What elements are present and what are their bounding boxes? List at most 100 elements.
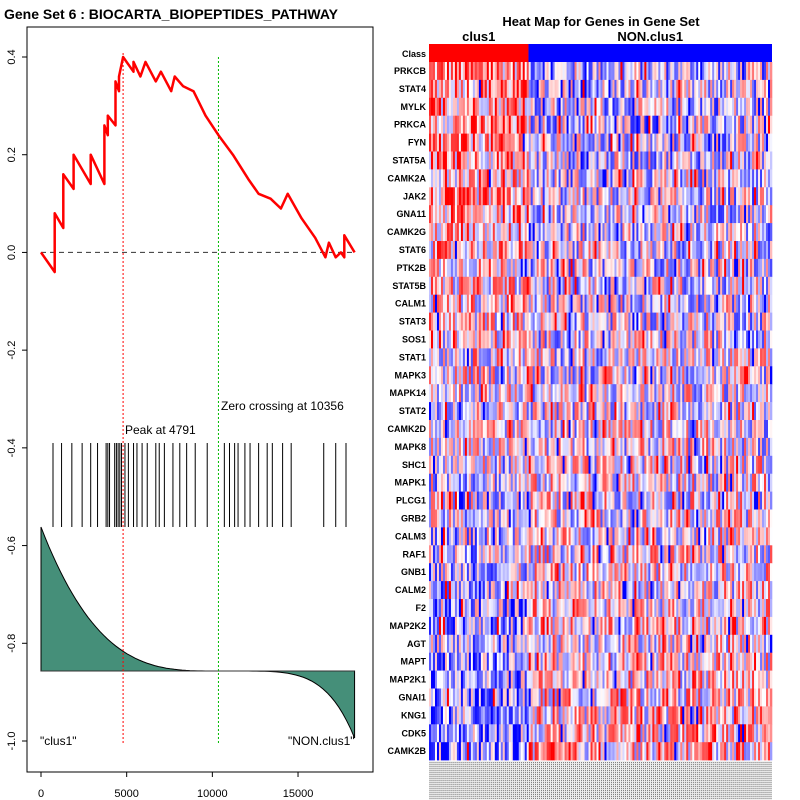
heatmap-cell [722, 330, 725, 349]
heatmap-cell [500, 276, 504, 295]
heatmap-cell [476, 62, 480, 81]
heatmap-cell [744, 312, 747, 331]
heatmap-cell [540, 276, 543, 295]
heatmap-cell [436, 509, 440, 528]
heatmap-cell [458, 62, 462, 81]
x-tick-label: 15000 [283, 788, 314, 800]
heatmap-cell [754, 205, 757, 224]
heatmap-cell [572, 420, 575, 439]
heatmap-cell [528, 169, 531, 188]
heatmap-cell [744, 509, 747, 528]
heatmap-cell [562, 241, 565, 260]
heatmap-cell [468, 294, 472, 313]
heatmap-cell [588, 312, 591, 331]
heatmap-cell [429, 169, 432, 188]
heatmap-cell [614, 366, 617, 385]
heatmap-cell [640, 205, 643, 224]
heatmap-cell [688, 545, 691, 564]
heatmap-cell [614, 62, 617, 81]
heatmap-cell [600, 366, 603, 385]
heatmap-cell [486, 276, 490, 295]
heatmap-cell [658, 97, 661, 116]
heatmap-cell [714, 455, 717, 474]
heatmap-cell [542, 527, 545, 546]
heatmap-cell [668, 545, 671, 564]
heatmap-cell [506, 241, 510, 260]
heatmap-cell [702, 294, 705, 313]
heatmap-cell [458, 545, 462, 564]
heatmap-cell [662, 169, 665, 188]
heatmap-cell [542, 151, 545, 170]
heatmap-cell [672, 491, 675, 510]
heatmap-cell [654, 79, 657, 99]
heatmap-cell [552, 455, 555, 474]
heatmap-cell [606, 330, 609, 349]
heatmap-cell [534, 420, 537, 439]
heatmap-cell [712, 473, 715, 492]
heatmap-cell [478, 384, 482, 403]
heatmap-cell [498, 509, 502, 528]
heatmap-cell [478, 366, 482, 385]
heatmap-cell [494, 187, 498, 206]
heatmap-cell [714, 62, 717, 81]
heatmap-cell [538, 545, 541, 564]
heatmap-cell [458, 455, 462, 474]
heatmap-cell [690, 527, 693, 546]
heatmap-cell [644, 133, 647, 152]
heatmap-cell [468, 205, 472, 224]
heatmap-cell [702, 276, 705, 295]
heatmap-cell [766, 312, 769, 331]
heatmap-cell [678, 348, 681, 367]
heatmap-cell [584, 545, 587, 564]
heatmap-cell [482, 187, 486, 206]
heatmap-cell [580, 473, 583, 492]
heatmap-cell [634, 223, 637, 242]
heatmap-cell [568, 366, 571, 385]
heatmap-cell [636, 223, 639, 242]
heatmap-cell [678, 151, 681, 170]
heatmap-cell [610, 330, 613, 349]
heatmap-cell [592, 294, 595, 313]
heatmap-cell [578, 348, 581, 367]
heatmap-cell [758, 455, 761, 474]
heatmap-cell [644, 455, 647, 474]
heatmap-cell [634, 402, 637, 421]
heatmap-cell [638, 115, 641, 134]
heatmap-cell [448, 79, 452, 99]
heatmap-cell [670, 62, 673, 81]
heatmap-cell [542, 384, 545, 403]
heatmap-cell [736, 223, 739, 242]
heatmap-cell [690, 384, 693, 403]
heatmap-cell [724, 366, 727, 385]
heatmap-cell [582, 115, 585, 134]
heatmap-cell [686, 187, 689, 206]
heatmap-cell [590, 241, 593, 260]
heatmap-cell [678, 384, 681, 403]
heatmap-cell [508, 312, 512, 331]
heatmap-cell [564, 527, 567, 546]
heatmap-cell [748, 276, 751, 295]
heatmap-cell [512, 563, 516, 582]
heatmap-cell [488, 276, 492, 295]
heatmap-cell [458, 205, 462, 224]
heatmap-cell [634, 115, 637, 134]
heatmap-cell [570, 151, 573, 170]
reference-lines [41, 53, 355, 744]
heatmap-cell [654, 151, 657, 170]
heatmap-cell [636, 509, 639, 528]
heatmap-cell [736, 294, 739, 313]
heatmap-cell [700, 187, 703, 206]
heatmap-cell [486, 258, 490, 278]
heatmap-cell [566, 205, 569, 224]
heatmap-cell [638, 223, 641, 242]
heatmap-cell [490, 402, 494, 421]
heatmap-cell [660, 294, 663, 313]
heatmap-cell [500, 223, 504, 242]
heatmap-cell [558, 294, 561, 313]
heatmap-cell [462, 97, 466, 116]
heatmap-cell [498, 402, 502, 421]
heatmap-cell [514, 348, 518, 367]
heatmap-cell [718, 187, 721, 206]
heatmap-cell [594, 241, 597, 260]
heatmap-cell [634, 509, 637, 528]
